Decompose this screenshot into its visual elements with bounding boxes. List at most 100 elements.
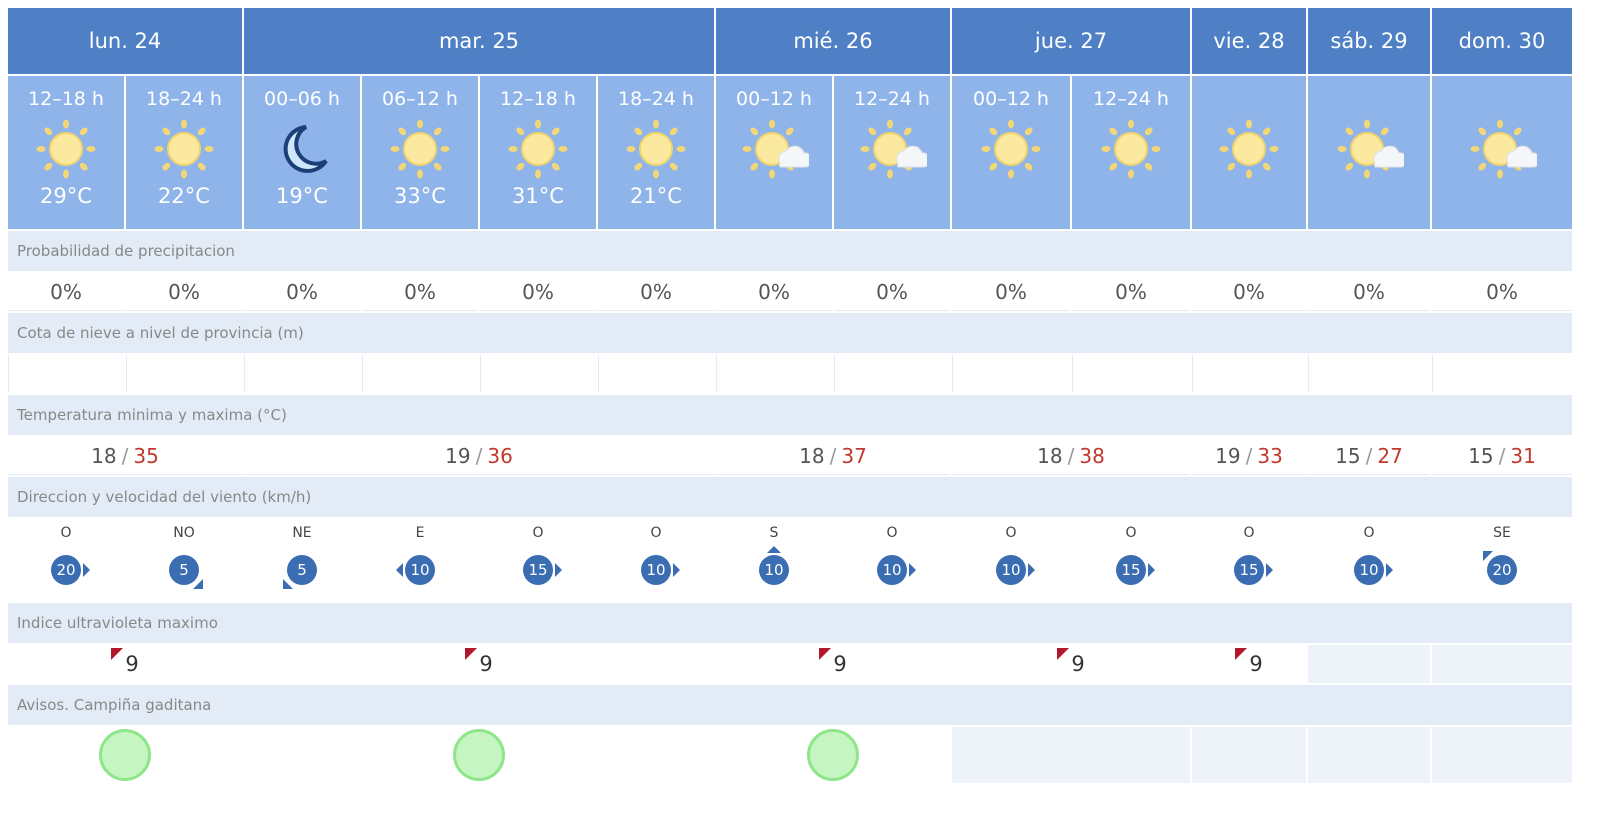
wind-cell: O 10 [1308,519,1430,601]
aviso-green-icon[interactable] [807,729,859,781]
wind-direction: O [886,525,898,541]
sun-cloud-icon [857,114,927,184]
label-uv: Indice ultravioleta maximo [8,603,1572,643]
aviso-cell[interactable] [8,727,242,783]
wind-cell: E 10 [362,519,478,601]
temp-separator: / [121,443,129,468]
day-header: lun. 24 [8,8,242,74]
label-snow: Cota de nieve a nivel de provincia (m) [8,313,1572,353]
period-temp: 19°C [276,184,328,208]
period-hours: 00–12 h [736,88,812,110]
wind-speed-badge: 20 [1483,551,1517,585]
temp-max: 27 [1377,443,1403,468]
period-temp: 31°C [512,184,564,208]
temp-min: 15 [1468,443,1494,468]
period-hours: 12–18 h [500,88,576,110]
sun-icon [31,114,101,184]
precip-value: 0% [362,273,478,311]
period-cell: 18–24 h 22°C [126,76,242,229]
uv-flag-icon [111,648,124,660]
minmax-temp: 19/33 [1192,437,1306,475]
uv-cell: 9 [952,645,1190,683]
wind-speed-badge: 15 [1234,555,1273,585]
period-temp: 21°C [630,184,682,208]
wind-direction: E [415,525,425,541]
sun-cloud-icon [739,114,809,184]
uv-value: 9 [833,652,847,676]
wind-speed-badge: 10 [641,555,680,585]
wind-cell: S 10 [716,519,832,601]
wind-direction: NE [292,525,312,541]
aviso-cell[interactable] [716,727,950,783]
period-hours: 06–12 h [382,88,458,110]
wind-direction: O [532,525,544,541]
minmax-temp: 18/37 [716,437,950,475]
aviso-cell[interactable] [244,727,714,783]
uv-value: 9 [479,652,493,676]
aviso-cell [1432,727,1572,783]
label-precipitation: Probabilidad de precipitacion [8,231,1572,271]
period-hours: 18–24 h [146,88,222,110]
wind-arrow-icon [673,563,680,577]
temp-min: 18 [799,443,825,468]
snow-value [598,355,714,393]
uv-flag-icon [1235,648,1248,660]
wind-speed: 15 [528,561,548,579]
uv-value: 9 [1071,652,1085,676]
period-hours: 00–12 h [973,88,1049,110]
temp-max: 36 [487,443,513,468]
temp-separator: / [1498,443,1506,468]
period-cell: 06–12 h 33°C [362,76,478,229]
wind-direction: O [1005,525,1017,541]
day-header: mié. 26 [716,8,950,74]
minmax-temp: 15/31 [1432,437,1572,475]
day-header: sáb. 29 [1308,8,1430,74]
wind-speed: 20 [1492,561,1512,579]
snow-value [1192,355,1306,393]
precip-value: 0% [1192,273,1306,311]
wind-direction: O [1125,525,1137,541]
period-cell [1432,76,1572,229]
wind-arrow-icon [767,546,781,553]
wind-arrow-icon [396,563,403,577]
wind-speed: 10 [410,561,430,579]
period-hours: 12–18 h [28,88,104,110]
sun-icon [503,114,573,184]
uv-cell [1432,645,1572,683]
wind-direction: O [1243,525,1255,541]
period-cell: 00–06 h 19°C [244,76,360,229]
moon-icon [267,114,337,184]
temp-min: 18 [1037,443,1063,468]
wind-direction: O [1363,525,1375,541]
temp-separator: / [475,443,483,468]
wind-speed-badge: 5 [283,555,317,589]
aviso-green-icon[interactable] [99,729,151,781]
wind-arrow-icon [193,579,203,589]
period-cell: 12–18 h 31°C [480,76,596,229]
wind-speed: 10 [1359,561,1379,579]
uv-cell: 9 [716,645,950,683]
period-cell [1192,76,1306,229]
precip-value: 0% [1072,273,1190,311]
sun-icon [149,114,219,184]
wind-speed-badge: 10 [996,555,1035,585]
period-cell: 12–24 h [1072,76,1190,229]
aviso-cell [952,727,1190,783]
wind-speed: 10 [646,561,666,579]
precip-value: 0% [1308,273,1430,311]
sun-icon [1214,114,1284,184]
snow-value [244,355,360,393]
sun-icon [1096,114,1166,184]
uv-flag-icon [465,648,478,660]
wind-cell: O 20 [8,519,124,601]
forecast-table: lun. 24 mar. 25 mié. 26 jue. 27 vie. 28 sáb. … [8,8,1572,783]
wind-cell: O 15 [1192,519,1306,601]
wind-cell: O 10 [834,519,950,601]
wind-speed-badge: 10 [1354,555,1393,585]
minmax-temp: 18/38 [952,437,1190,475]
snow-value [952,355,1070,393]
wind-arrow-icon [1028,563,1035,577]
aviso-green-icon[interactable] [453,729,505,781]
temp-min: 19 [445,443,471,468]
wind-direction: NO [173,525,195,541]
